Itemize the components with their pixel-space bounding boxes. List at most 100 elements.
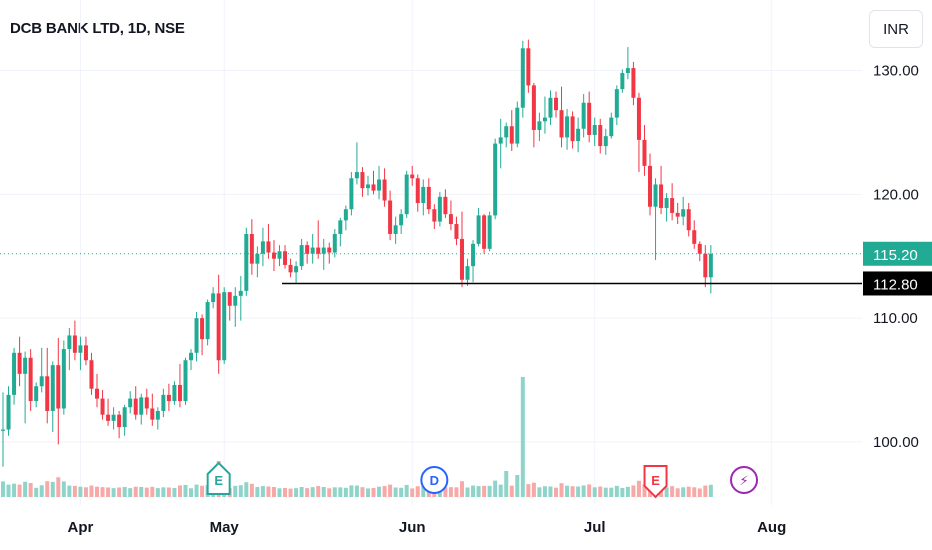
candle-body bbox=[61, 349, 66, 409]
volume-bar bbox=[548, 486, 553, 497]
candle-body bbox=[299, 245, 304, 267]
candle-body bbox=[365, 184, 370, 189]
candle-body bbox=[587, 102, 592, 135]
volume-bar bbox=[189, 488, 194, 497]
candle-body bbox=[498, 137, 503, 144]
volume-bar bbox=[166, 487, 171, 497]
candle-body bbox=[255, 253, 260, 264]
candle-body bbox=[559, 110, 564, 138]
candle-body bbox=[155, 410, 160, 420]
candle-body bbox=[598, 125, 603, 147]
candle-body bbox=[72, 335, 77, 353]
candle-body bbox=[34, 386, 39, 402]
candle-body bbox=[67, 335, 72, 350]
candle-body bbox=[620, 73, 625, 90]
volume-bar bbox=[371, 487, 376, 497]
candle-body bbox=[382, 179, 387, 201]
volume-bar bbox=[260, 486, 265, 497]
volume-bar bbox=[238, 485, 243, 497]
candle-body bbox=[565, 116, 570, 138]
candle-body bbox=[45, 376, 50, 411]
candle-body bbox=[310, 247, 315, 254]
candle-body bbox=[576, 128, 581, 142]
candle-body bbox=[133, 398, 138, 415]
volume-bar bbox=[299, 487, 304, 497]
candle-body bbox=[509, 126, 514, 144]
event-badge-circle bbox=[730, 466, 759, 494]
volume-bar bbox=[393, 487, 398, 497]
volume-bar bbox=[117, 487, 122, 497]
candle-body bbox=[686, 209, 691, 231]
event-letter: E bbox=[651, 473, 660, 488]
volume-bar bbox=[111, 488, 116, 497]
candle-body bbox=[664, 198, 669, 208]
volume-bar bbox=[587, 484, 592, 497]
dividend-marker: D bbox=[420, 466, 449, 494]
volume-bar bbox=[294, 488, 299, 497]
volume-bar bbox=[614, 485, 619, 497]
volume-bar bbox=[83, 487, 88, 497]
chart-title: DCB BANK LTD, 1D, NSE bbox=[10, 20, 185, 37]
volume-bar bbox=[708, 484, 713, 497]
candle-body bbox=[100, 398, 105, 415]
currency-button[interactable]: INR bbox=[869, 10, 923, 48]
candle-body bbox=[554, 97, 558, 111]
candle-body bbox=[23, 357, 28, 374]
candle-body bbox=[305, 245, 310, 254]
candle-body bbox=[343, 209, 348, 221]
volume-bar bbox=[360, 487, 365, 497]
volume-bar bbox=[471, 485, 476, 497]
volume-bar bbox=[454, 487, 459, 497]
candle-body bbox=[56, 365, 61, 409]
volume-bar bbox=[399, 487, 404, 497]
volume-bar bbox=[459, 481, 464, 497]
candle-body bbox=[227, 292, 232, 306]
candle-body bbox=[166, 394, 171, 402]
candle-body bbox=[471, 243, 476, 267]
last-price-tag: 115.20 bbox=[863, 241, 932, 266]
candle-body bbox=[233, 295, 238, 306]
volume-bar bbox=[106, 487, 111, 497]
candle-body bbox=[703, 253, 708, 278]
candle-body bbox=[404, 174, 409, 215]
candle-body bbox=[504, 126, 509, 138]
candle-body bbox=[205, 302, 210, 340]
candle-body bbox=[537, 121, 542, 130]
volume-bar bbox=[45, 481, 50, 497]
candle-body bbox=[399, 214, 404, 226]
candle-body bbox=[122, 407, 127, 428]
candle-body bbox=[636, 97, 641, 140]
volume-bar bbox=[675, 488, 680, 497]
volume-bar bbox=[377, 486, 382, 497]
candle-body bbox=[211, 293, 216, 303]
volume-bar bbox=[244, 482, 249, 497]
candle-body bbox=[487, 215, 492, 249]
candle-body bbox=[443, 196, 448, 215]
candle-body bbox=[681, 209, 686, 217]
volume-bar bbox=[50, 481, 55, 497]
volume-bar bbox=[266, 486, 271, 497]
candle-body bbox=[50, 365, 55, 411]
volume-bar bbox=[23, 481, 28, 497]
candle-body bbox=[653, 184, 658, 207]
volume-bar bbox=[144, 487, 149, 497]
volume-bar bbox=[415, 486, 420, 497]
y-tick-label: 100.00 bbox=[873, 434, 919, 451]
candle-body bbox=[150, 408, 155, 420]
candle-body bbox=[128, 398, 133, 408]
volume-bar bbox=[603, 487, 608, 497]
event-letter: ⚡ bbox=[739, 473, 748, 488]
candle-body bbox=[28, 357, 33, 402]
volume-bar bbox=[100, 487, 105, 497]
volume-bar bbox=[625, 486, 630, 497]
x-tick-label: Jun bbox=[399, 519, 426, 536]
volume-bar bbox=[161, 487, 166, 497]
volume-bar bbox=[565, 485, 570, 497]
candle-body bbox=[189, 352, 194, 361]
candle-body bbox=[106, 414, 111, 421]
volume-bar bbox=[172, 487, 177, 497]
candle-body bbox=[692, 230, 697, 244]
candles bbox=[1, 39, 713, 467]
